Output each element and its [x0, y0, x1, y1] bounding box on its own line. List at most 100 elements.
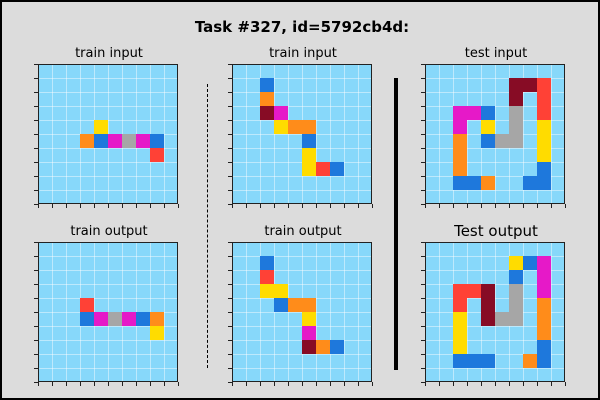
grid-line — [233, 92, 371, 93]
axis-tick — [421, 354, 425, 355]
grid-cell — [537, 270, 551, 284]
axis-tick — [453, 204, 454, 208]
grid-line — [426, 162, 564, 163]
axis-tick — [164, 204, 165, 208]
axis-tick — [122, 382, 123, 386]
grid-cell — [453, 120, 467, 134]
grid-line — [66, 65, 67, 203]
grid-cell — [302, 120, 316, 134]
grid-cell — [537, 312, 551, 326]
axis-tick — [421, 120, 425, 121]
grid-line — [39, 354, 177, 355]
axis-tick — [421, 270, 425, 271]
grid-line — [551, 243, 552, 381]
axis-tick — [421, 148, 425, 149]
grid-line — [330, 65, 331, 203]
grid-cell — [495, 134, 509, 148]
axis-tick — [34, 92, 38, 93]
axis-tick — [34, 270, 38, 271]
grid-cell — [481, 284, 495, 298]
axis-tick — [228, 284, 232, 285]
axis-tick — [228, 64, 232, 65]
grid-line — [426, 120, 564, 121]
grid-cell — [260, 92, 274, 106]
axis-tick — [372, 204, 373, 208]
axis-tick — [421, 326, 425, 327]
grid-cell — [274, 106, 288, 120]
axis-tick — [421, 368, 425, 369]
axis-tick — [274, 204, 275, 208]
axis-tick — [425, 382, 426, 386]
grid-cell — [302, 148, 316, 162]
axis-tick — [421, 106, 425, 107]
grid-cell — [94, 120, 108, 134]
grid-cell — [108, 134, 122, 148]
grid-line — [39, 326, 177, 327]
grid-cell — [453, 298, 467, 312]
axis-tick — [228, 382, 232, 383]
axis-tick — [34, 326, 38, 327]
axis-tick — [421, 162, 425, 163]
grid-cell — [481, 134, 495, 148]
panel-title-train-input-2: train input — [269, 46, 337, 61]
axis-tick — [421, 312, 425, 313]
axis-tick — [52, 382, 53, 386]
axis-tick — [537, 382, 538, 386]
axis-tick — [34, 284, 38, 285]
grid-line — [344, 243, 345, 381]
grid-cell — [523, 354, 537, 368]
grid-cell — [80, 312, 94, 326]
grid-train-input-1 — [38, 64, 178, 204]
grid-train-input-2 — [232, 64, 372, 204]
grid-line — [233, 190, 371, 191]
grid-cell — [537, 298, 551, 312]
axis-tick — [421, 78, 425, 79]
grid-line — [358, 243, 359, 381]
axis-tick — [228, 106, 232, 107]
axis-tick — [178, 382, 179, 386]
axis-tick — [523, 204, 524, 208]
grid-cell — [495, 312, 509, 326]
grid-line — [39, 148, 177, 149]
grid-line — [426, 106, 564, 107]
grid-line — [233, 176, 371, 177]
grid-cell — [302, 326, 316, 340]
axis-tick — [150, 382, 151, 386]
axis-tick — [34, 106, 38, 107]
grid-cell — [150, 326, 164, 340]
grid-line — [233, 106, 371, 107]
grid-line — [39, 190, 177, 191]
axis-tick — [228, 78, 232, 79]
axis-tick — [421, 64, 425, 65]
grid-cell — [316, 340, 330, 354]
axis-tick — [34, 312, 38, 313]
axis-tick — [537, 204, 538, 208]
grid-cell — [274, 284, 288, 298]
grid-cell — [453, 162, 467, 176]
grid-cell — [467, 354, 481, 368]
axis-tick — [122, 204, 123, 208]
axis-tick — [481, 204, 482, 208]
grid-line — [39, 270, 177, 271]
axis-tick — [66, 382, 67, 386]
axis-tick — [421, 134, 425, 135]
axis-tick — [523, 382, 524, 386]
grid-cell — [509, 78, 523, 92]
axis-tick — [421, 298, 425, 299]
grid-cell — [509, 298, 523, 312]
grid-cell — [330, 162, 344, 176]
grid-cell — [537, 256, 551, 270]
grid-cell — [150, 148, 164, 162]
grid-line — [233, 368, 371, 369]
grid-cell — [453, 284, 467, 298]
grid-line — [551, 65, 552, 203]
axis-tick — [421, 242, 425, 243]
axis-tick — [34, 78, 38, 79]
axis-tick — [34, 298, 38, 299]
grid-cell — [302, 134, 316, 148]
axis-tick — [34, 256, 38, 257]
axis-tick — [66, 204, 67, 208]
grid-cell — [274, 298, 288, 312]
grid-cell — [80, 134, 94, 148]
axis-tick — [421, 256, 425, 257]
